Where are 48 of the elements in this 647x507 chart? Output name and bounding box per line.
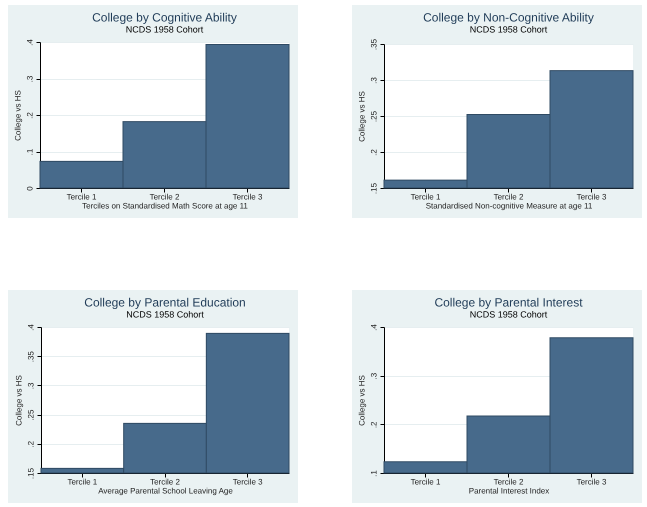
y-tick-label: .25: [370, 110, 378, 122]
x-axis-title: Terciles on Standardised Math Score at age 11: [82, 202, 248, 210]
y-axis-title: College vs HS: [358, 91, 366, 142]
x-tick-label: Tercile 1: [410, 192, 441, 202]
y-tick-label: .3: [26, 382, 36, 390]
chart-title: College by Parental Interest: [434, 296, 584, 310]
x-tick-label: Tercile 1: [66, 192, 97, 202]
y-tick-label: .1: [370, 470, 378, 477]
chart-subtitle: NCDS 1958 Cohort: [126, 24, 204, 35]
x-tick-label: Tercile 2: [150, 478, 180, 486]
x-axis-title: Standardised Non-cognitive Measure at age 11: [426, 202, 593, 210]
y-tick-label: .2: [370, 148, 378, 156]
y-tick-label: .2: [26, 440, 36, 448]
x-tick-label: Tercile 3: [576, 478, 607, 486]
x-tick-label: Tercile 3: [232, 192, 263, 202]
y-tick-label: .1: [26, 148, 34, 156]
chart-subtitle: NCDS 1958 Cohort: [470, 24, 548, 34]
x-axis-title: Parental Interest Index: [468, 486, 550, 496]
y-tick-label: .4: [26, 38, 34, 46]
x-tick-label: Tercile 2: [494, 192, 524, 202]
chart-subtitle: NCDS 1958 Cohort: [126, 310, 204, 320]
y-tick-label: .4: [370, 324, 378, 331]
x-tick-label: Tercile 1: [410, 478, 441, 486]
y-tick-label: .15: [26, 467, 36, 480]
y-axis-title: College vs HS: [358, 375, 366, 426]
y-tick-label: .2: [370, 420, 378, 428]
y-tick-label: .2: [26, 112, 34, 119]
y-tick-label: .35: [26, 350, 36, 362]
y-tick-label: 0: [26, 186, 34, 191]
y-tick-label: .3: [370, 76, 378, 84]
chart-subtitle: NCDS 1958 Cohort: [470, 310, 548, 320]
x-tick-label: Tercile 3: [232, 478, 264, 486]
y-tick-label: .25: [26, 408, 36, 421]
x-tick-label: Tercile 2: [494, 478, 524, 486]
y-tick-label: .3: [370, 372, 378, 380]
y-tick-label: .3: [26, 75, 34, 82]
x-axis-title: Average Parental School Leaving Age: [98, 486, 234, 496]
x-tick-label: Tercile 2: [150, 192, 180, 202]
chart-title: College by Cognitive Ability: [92, 10, 237, 25]
y-axis-title: College vs HS: [14, 90, 22, 141]
x-tick-label: Tercile 3: [576, 192, 607, 202]
chart-title: College by Parental Education: [84, 296, 246, 310]
chart-title: College by Non-Cognitive Ability: [423, 10, 594, 24]
y-tick-label: .15: [370, 182, 378, 194]
x-tick-label: Tercile 1: [67, 478, 98, 486]
y-tick-label: .4: [26, 324, 36, 331]
y-axis-title: College vs HS: [14, 375, 24, 426]
y-tick-label: .35: [370, 38, 378, 50]
